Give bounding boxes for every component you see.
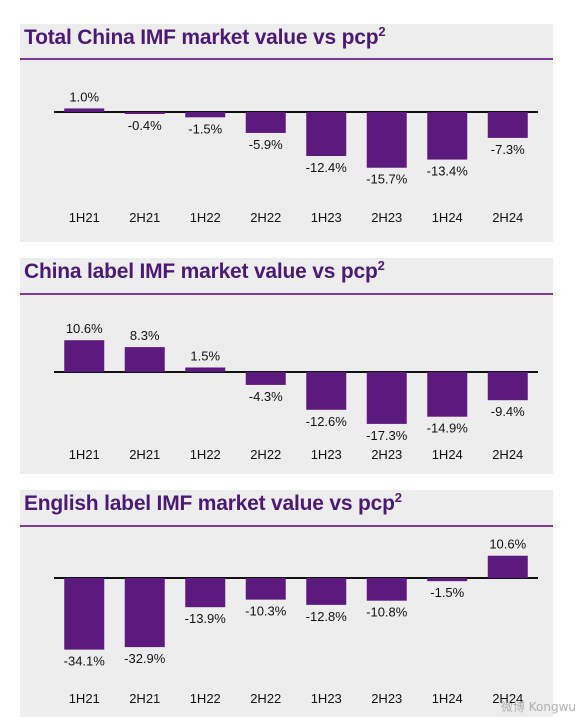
bar-chart-english-label: -34.1% 1H21 -32.9% 2H21 -13.9% 1H22 -10.3% 2H22… xyxy=(54,537,538,706)
category-label: 1H23 xyxy=(311,210,342,225)
data-label: -4.3% xyxy=(249,389,283,404)
data-label: -10.8% xyxy=(366,605,408,620)
data-label: 10.6% xyxy=(489,537,526,552)
bar-chart-china-label: 10.6% 1H21 8.3% 2H21 1.5% 1H22 -4.3% 2H22 -12.6%… xyxy=(54,321,538,462)
bar-1h22 xyxy=(185,367,226,372)
category-label: 2H22 xyxy=(250,447,281,462)
data-label: -7.3% xyxy=(491,142,525,157)
category-label: 1H23 xyxy=(311,691,342,706)
bar-2h21 xyxy=(124,347,165,372)
category-label: 1H22 xyxy=(190,691,221,706)
data-label: -5.9% xyxy=(249,137,283,152)
bar-2h23 xyxy=(366,372,407,424)
bar-2h21 xyxy=(124,112,165,114)
data-label: -1.5% xyxy=(430,585,464,600)
chart-title: Total China IMF market value vs pcp2 xyxy=(24,24,386,49)
data-label: -0.4% xyxy=(128,118,162,133)
chart-title: English label IMF market value vs pcp2 xyxy=(24,490,402,515)
data-label: -13.9% xyxy=(185,611,227,626)
bar-1h22 xyxy=(185,112,226,118)
category-label: 1H21 xyxy=(69,447,100,462)
data-label: -12.8% xyxy=(306,609,348,624)
data-label: -15.7% xyxy=(366,172,408,187)
category-label: 1H23 xyxy=(311,447,342,462)
bar-2h23 xyxy=(366,112,407,168)
data-label: 1.0% xyxy=(69,89,99,104)
title-rule xyxy=(20,58,553,60)
category-label: 2H22 xyxy=(250,691,281,706)
category-label: 1H22 xyxy=(190,210,221,225)
category-label: 2H24 xyxy=(492,210,523,225)
category-label: 1H24 xyxy=(432,210,463,225)
category-label: 2H23 xyxy=(371,447,402,462)
bar-1h21 xyxy=(64,108,105,112)
data-label: -12.6% xyxy=(306,414,348,429)
data-label: -9.4% xyxy=(491,404,525,419)
bar-1h22 xyxy=(185,578,226,608)
bar-2h24 xyxy=(487,112,528,138)
chart-panel-total-china: Total China IMF market value vs pcp2 1.0… xyxy=(20,24,553,242)
data-label: 10.6% xyxy=(66,321,103,336)
bar-1h24 xyxy=(427,372,468,417)
bar-1h21 xyxy=(64,340,105,372)
data-label: -13.4% xyxy=(427,164,469,179)
category-label: 2H22 xyxy=(250,210,281,225)
bar-chart-total-china: 1.0% 1H21 -0.4% 2H21 -1.5% 1H22 -5.9% 2H22 -12.4… xyxy=(54,89,538,225)
category-label: 1H24 xyxy=(432,691,463,706)
bar-1h24 xyxy=(427,112,468,160)
category-label: 2H24 xyxy=(492,447,523,462)
bar-1h24 xyxy=(427,578,468,582)
data-label: -12.4% xyxy=(306,160,348,175)
data-label: -14.9% xyxy=(427,421,469,436)
bar-2h22 xyxy=(245,578,286,600)
data-label: -17.3% xyxy=(366,428,408,443)
bar-1h23 xyxy=(306,578,347,605)
bar-1h23 xyxy=(306,112,347,157)
category-label: 2H21 xyxy=(129,691,160,706)
bar-1h21 xyxy=(64,578,105,650)
bar-2h24 xyxy=(487,372,528,401)
data-label: 8.3% xyxy=(130,328,160,343)
category-label: 1H22 xyxy=(190,447,221,462)
chart-panel-china-label: China label IMF market value vs pcp2 10.… xyxy=(20,258,553,474)
bar-2h22 xyxy=(245,372,286,385)
category-label: 1H21 xyxy=(69,691,100,706)
category-label: 1H24 xyxy=(432,447,463,462)
chart-panel-english-label: English label IMF market value vs pcp2 -… xyxy=(20,490,553,717)
title-rule xyxy=(20,525,553,527)
data-label: 1.5% xyxy=(190,349,220,364)
data-label: -1.5% xyxy=(188,121,222,136)
bar-2h24 xyxy=(487,555,528,578)
watermark: 微博 Kongwu xyxy=(500,700,576,714)
data-label: -34.1% xyxy=(64,654,106,669)
category-label: 2H23 xyxy=(371,210,402,225)
bar-2h22 xyxy=(245,112,286,133)
bar-1h23 xyxy=(306,372,347,410)
bar-2h23 xyxy=(366,578,407,601)
title-rule xyxy=(20,293,553,295)
category-label: 2H23 xyxy=(371,691,402,706)
bar-2h21 xyxy=(124,578,165,648)
chart-title: China label IMF market value vs pcp2 xyxy=(24,258,385,283)
category-label: 2H21 xyxy=(129,447,160,462)
category-label: 1H21 xyxy=(69,210,100,225)
category-label: 2H21 xyxy=(129,210,160,225)
data-label: -10.3% xyxy=(245,604,287,619)
data-label: -32.9% xyxy=(124,651,166,666)
category-label: 2H24 xyxy=(492,691,523,706)
